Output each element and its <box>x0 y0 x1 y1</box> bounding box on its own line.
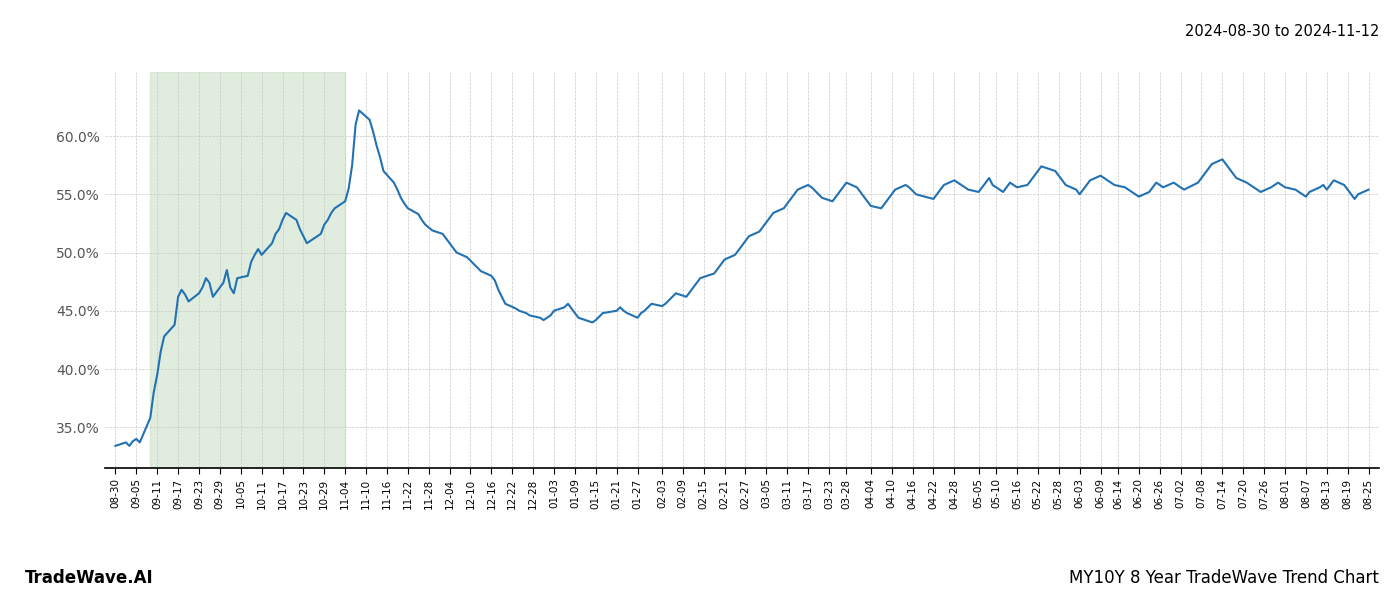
Text: MY10Y 8 Year TradeWave Trend Chart: MY10Y 8 Year TradeWave Trend Chart <box>1070 569 1379 587</box>
Text: 2024-08-30 to 2024-11-12: 2024-08-30 to 2024-11-12 <box>1184 24 1379 39</box>
Bar <box>150 72 346 468</box>
Text: TradeWave.AI: TradeWave.AI <box>25 569 154 587</box>
